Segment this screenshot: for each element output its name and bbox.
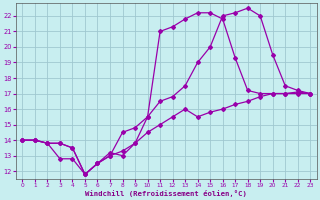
X-axis label: Windchill (Refroidissement éolien,°C): Windchill (Refroidissement éolien,°C) [85,190,247,197]
